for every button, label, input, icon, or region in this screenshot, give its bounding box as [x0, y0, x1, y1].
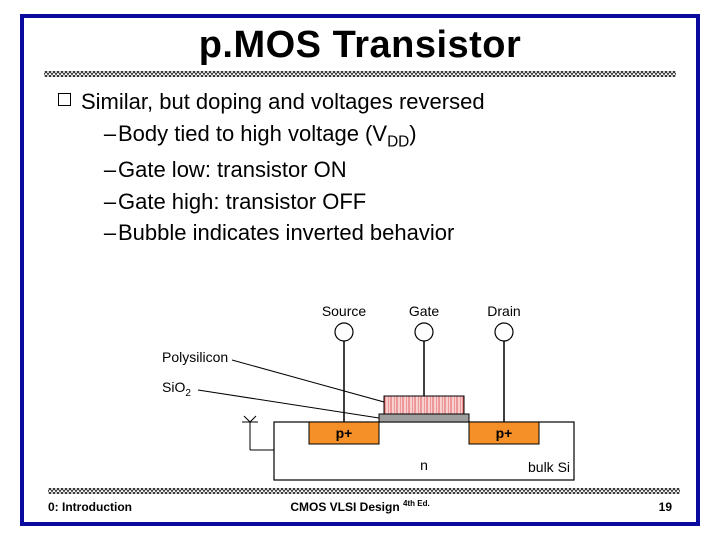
pmos-diagram: Source Gate Drain p+ p+ [154, 304, 614, 494]
gate-oxide [379, 414, 469, 422]
drain-terminal-icon [495, 323, 513, 341]
body-text: Similar, but doping and voltages reverse… [24, 87, 696, 248]
sio2-label: SiO2 [162, 379, 191, 399]
sub-bullet-1-text: Gate low: transistor ON [118, 155, 347, 185]
page-number: 19 [659, 500, 672, 514]
pplus-left-label: p+ [336, 425, 353, 441]
footer-divider [48, 488, 680, 494]
footer-left: 0: Introduction [48, 500, 132, 514]
sub-bullet-2: – Gate high: transistor OFF [102, 187, 662, 217]
gate-label: Gate [409, 304, 440, 319]
poly-gate [384, 396, 464, 414]
bullet-main: Similar, but doping and voltages reverse… [58, 87, 662, 117]
sub-bullet-list: – Body tied to high voltage (VDD) – Gate… [102, 119, 662, 248]
dash-icon: – [102, 119, 118, 149]
slide-frame: p.MOS Transistor Similar, but doping and… [20, 14, 700, 526]
body-contact-icon [242, 416, 274, 450]
n-label: n [420, 457, 428, 473]
title-divider [44, 71, 676, 77]
checkbox-icon [58, 93, 71, 106]
drain-label: Drain [487, 304, 520, 319]
gate-terminal-icon [415, 323, 433, 341]
pplus-right-label: p+ [496, 425, 513, 441]
dash-icon: – [102, 187, 118, 217]
sub-bullet-3: – Bubble indicates inverted behavior [102, 218, 662, 248]
dash-icon: – [102, 155, 118, 185]
bullet-main-text: Similar, but doping and voltages reverse… [81, 87, 485, 117]
sub-bullet-0-text: Body tied to high voltage (VDD) [118, 119, 417, 153]
sub-bullet-3-text: Bubble indicates inverted behavior [118, 218, 454, 248]
sub-bullet-1: – Gate low: transistor ON [102, 155, 662, 185]
bulk-label: bulk Si [528, 459, 570, 475]
footer-center: CMOS VLSI Design 4th Ed. [290, 499, 429, 514]
polysilicon-label: Polysilicon [162, 349, 228, 365]
dash-icon: – [102, 218, 118, 248]
source-label: Source [322, 304, 367, 319]
source-terminal-icon [335, 323, 353, 341]
sub-bullet-0: – Body tied to high voltage (VDD) [102, 119, 662, 153]
slide-title: p.MOS Transistor [24, 24, 696, 67]
sub-bullet-2-text: Gate high: transistor OFF [118, 187, 366, 217]
